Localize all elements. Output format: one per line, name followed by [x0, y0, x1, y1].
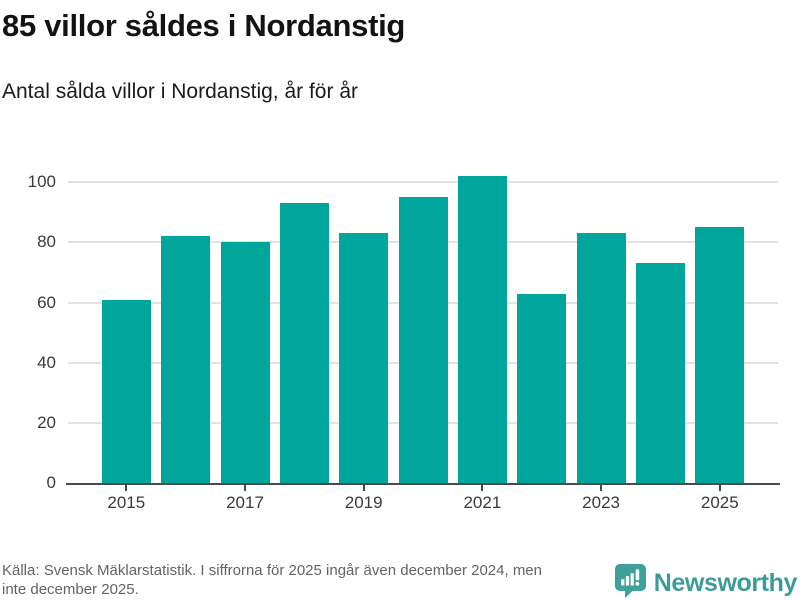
chart-subtitle: Antal sålda villor i Nordanstig, år för … — [2, 80, 358, 103]
x-axis-tick-label-2025: 2025 — [700, 493, 739, 512]
y-axis-tick-label-40: 40 — [37, 352, 56, 372]
bar-2023 — [576, 233, 626, 483]
source-note-line2: inte december 2025. — [2, 581, 139, 598]
x-tick-mark-2021 — [481, 485, 484, 491]
speech-bubble-bar-chart-icon — [614, 564, 647, 600]
newsworthy-logo: Newsworthy — [614, 564, 798, 600]
y-axis-tick-label-20: 20 — [37, 412, 56, 432]
x-tick-mark-2017 — [244, 485, 246, 491]
bar-2020 — [398, 197, 448, 483]
source-note-line1: Källa: Svensk Mäklarstatistik. I siffror… — [2, 562, 542, 579]
y-axis-tick-label-60: 60 — [37, 292, 56, 312]
x-axis-tick-label-2015: 2015 — [107, 493, 146, 512]
x-axis-line — [66, 483, 780, 485]
gridline-100 — [68, 181, 778, 184]
plot-area — [68, 167, 778, 485]
bar-2015 — [101, 299, 151, 483]
x-axis-tick-label-2023: 2023 — [582, 493, 620, 512]
x-tick-mark-2015 — [125, 485, 128, 491]
newsworthy-wordmark: Newsworthy — [653, 569, 798, 597]
x-tick-mark-2023 — [600, 485, 603, 491]
x-tick-mark-2025 — [718, 485, 721, 491]
bar-2025 — [695, 227, 745, 483]
y-axis-tick-label-0: 0 — [46, 473, 56, 492]
bar-chart: 0 20 40 60 80 100 2015 2017 2019 2021 2023 2025 — [0, 167, 800, 527]
x-axis-tick-label-2019: 2019 — [344, 493, 383, 512]
bar-2016 — [161, 236, 211, 483]
bar-2018 — [279, 203, 329, 483]
bar-2024 — [635, 263, 685, 483]
y-axis-tick-label-80: 80 — [37, 232, 56, 252]
source-note: Källa: Svensk Mäklarstatistik. I siffror… — [2, 561, 642, 599]
x-axis-tick-label-2017: 2017 — [226, 493, 264, 512]
bar-2021 — [457, 176, 507, 483]
bar-2022 — [517, 293, 567, 483]
x-tick-mark-2019 — [362, 485, 365, 491]
bar-2017 — [220, 242, 270, 483]
x-axis-tick-label-2021: 2021 — [463, 493, 502, 512]
bar-2019 — [339, 233, 389, 483]
chart-title: 85 villor såldes i Nordanstig — [2, 8, 406, 43]
y-axis-tick-label-100: 100 — [27, 172, 56, 192]
